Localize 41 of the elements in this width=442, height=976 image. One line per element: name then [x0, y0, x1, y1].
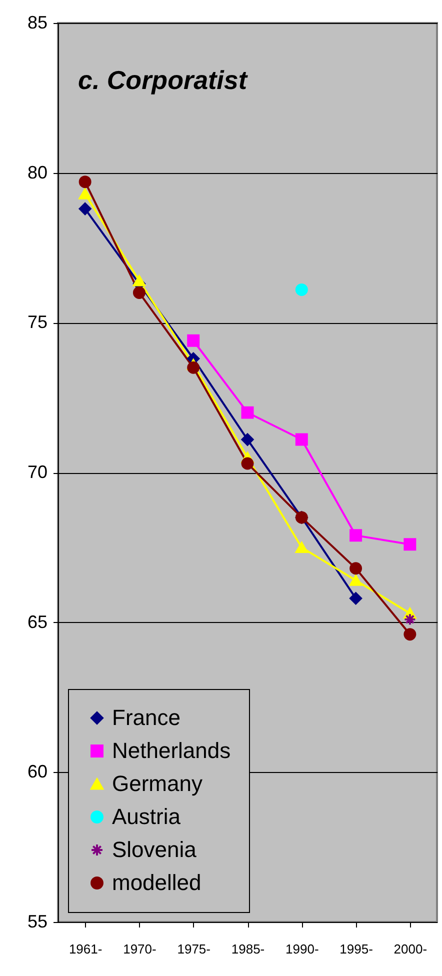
- y-tick-label: 70: [27, 462, 48, 482]
- legend-label: Austria: [112, 804, 182, 829]
- y-tick-label: 85: [27, 12, 48, 32]
- point: [404, 628, 416, 641]
- legend-label: Netherlands: [112, 738, 231, 763]
- x-tick-label: 1975-: [177, 942, 210, 956]
- point: [187, 361, 200, 374]
- y-tick-label: 60: [27, 762, 48, 782]
- point: [78, 188, 92, 200]
- point: [241, 406, 254, 419]
- point: [295, 542, 308, 553]
- y-tick-label: 55: [27, 912, 48, 932]
- point: [241, 433, 254, 446]
- y-tick-label: 80: [27, 162, 48, 182]
- point: [295, 283, 308, 296]
- legend-label: Slovenia: [112, 837, 198, 862]
- x-tick-label: 1961-: [68, 942, 102, 956]
- point: [295, 433, 308, 446]
- x-tick-label: 2000-: [394, 942, 428, 956]
- point: [350, 592, 362, 605]
- point: [350, 562, 362, 575]
- x-tick-label: 1970-: [123, 942, 156, 956]
- y-tick-label: 75: [27, 312, 48, 332]
- point: [350, 529, 362, 542]
- point: [78, 176, 92, 188]
- point: [132, 286, 146, 299]
- x-tick-label: 1990-: [286, 942, 319, 956]
- point: [78, 202, 92, 216]
- legend-label: modelled: [112, 870, 202, 895]
- point: [350, 574, 362, 586]
- x-tick-label: 1985-: [231, 942, 265, 956]
- point: [404, 538, 416, 551]
- text: c. Corporatist: [78, 65, 248, 95]
- point: [404, 613, 416, 626]
- y-tick-label: 65: [27, 612, 48, 632]
- point: [132, 275, 146, 286]
- point: [187, 334, 200, 347]
- legend-label: France: [112, 705, 180, 730]
- legend-label: Germany: [112, 771, 202, 796]
- x-tick-label: 1995-: [340, 942, 373, 956]
- point: [241, 457, 254, 470]
